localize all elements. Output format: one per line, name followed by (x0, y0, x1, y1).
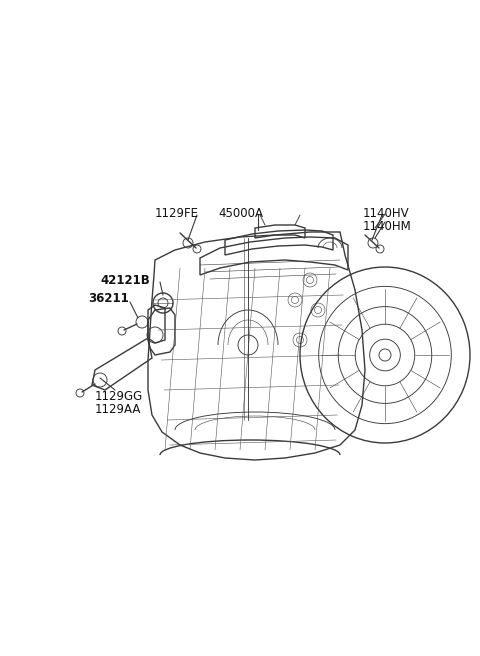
Text: 1140HV: 1140HV (363, 207, 409, 220)
Text: 42121B: 42121B (100, 274, 150, 287)
Text: 1140HM: 1140HM (363, 220, 412, 233)
Text: 45000A: 45000A (218, 207, 263, 220)
Text: 1129AA: 1129AA (95, 403, 142, 416)
Text: 1129FE: 1129FE (155, 207, 199, 220)
Text: 1129GG: 1129GG (95, 390, 143, 403)
Text: 36211: 36211 (88, 292, 129, 305)
